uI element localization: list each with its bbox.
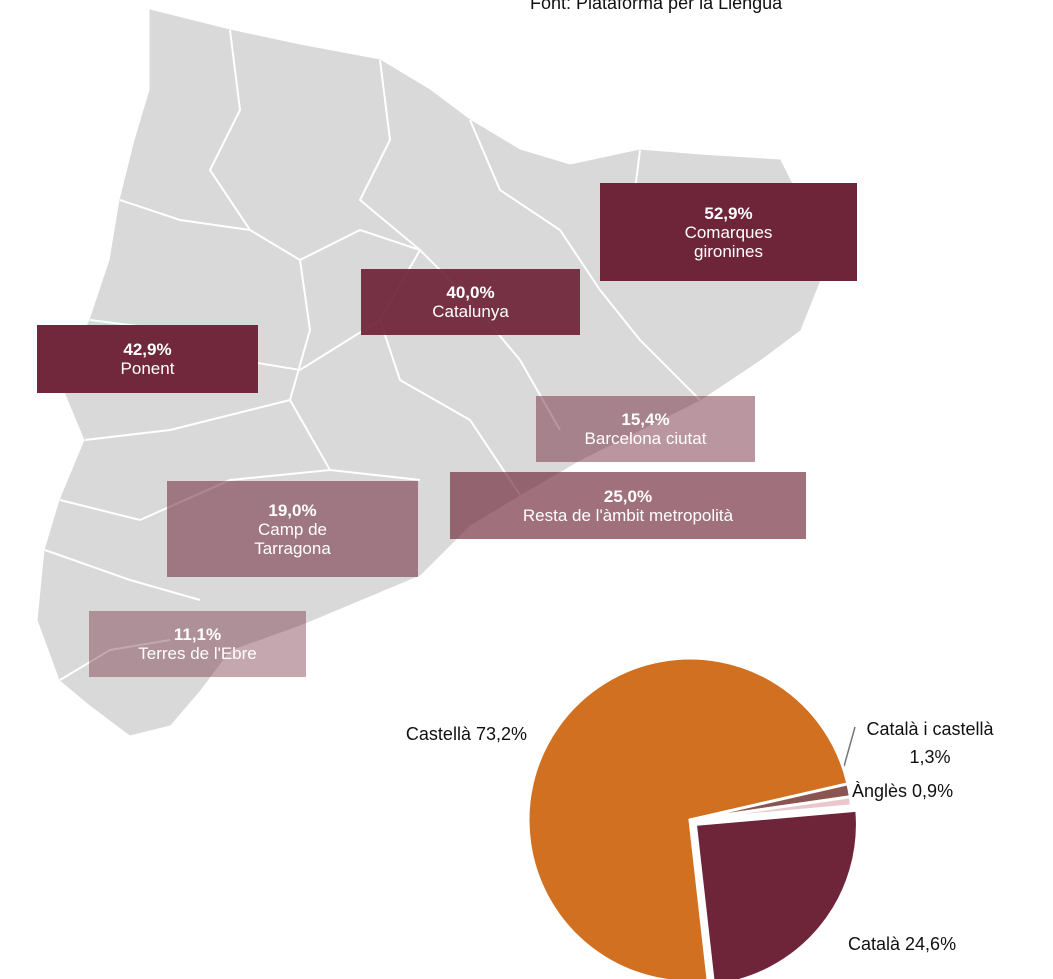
pie-slice — [689, 795, 854, 822]
pie-category-label: Castellà — [406, 724, 472, 744]
region-label-box: 15,4% Barcelona ciutat — [536, 396, 755, 462]
region-percent: 42,9% — [123, 340, 172, 359]
pie-slice — [693, 808, 859, 979]
region-percent: 52,9% — [704, 203, 753, 223]
region-name: Comarques gironines — [684, 222, 773, 261]
region-name: Terres de l'Ebre — [138, 644, 257, 663]
pie-label: Català 24,6% — [848, 934, 956, 954]
region-label-box: 40,0% Catalunya — [361, 269, 580, 335]
region-name: Ponent — [120, 359, 175, 378]
region-percent: 40,0% — [446, 283, 495, 302]
pie-value-label: 1,3% — [909, 747, 950, 767]
region-percent: 19,0% — [268, 500, 317, 520]
pie-value-label: 24,6% — [905, 934, 956, 954]
region-label-box: 52,9% Comarques gironines — [600, 183, 857, 281]
pie-category-label: Català i castellà — [866, 719, 994, 739]
pie-category-label: Ànglès — [852, 781, 907, 801]
region-label-box: 42,9% Ponent — [37, 325, 258, 393]
region-label-box: 19,0% Camp de Tarragona — [167, 481, 418, 577]
pie-value-label: 73,2% — [476, 724, 527, 744]
region-name: Resta de l'àmbit metropolità — [522, 505, 734, 525]
region-percent: 11,1% — [173, 625, 222, 644]
region-name: Catalunya — [432, 302, 509, 321]
region-name: Barcelona ciutat — [584, 429, 707, 448]
region-label-box: 11,1% Terres de l'Ebre — [89, 611, 306, 677]
leader-lines — [842, 726, 856, 771]
pie-slice — [526, 656, 850, 979]
region-label-box: 25,0% Resta de l'àmbit metropolità — [450, 472, 806, 539]
region-percent: 25,0% — [603, 486, 653, 506]
pie-value-label: 0,9% — [912, 781, 953, 801]
pie-category-label: Català — [848, 934, 901, 954]
region-name: Camp de Tarragona — [254, 519, 331, 558]
source-note: Font: Plataforma per la Llengua — [530, 0, 783, 13]
region-percent: 15,4% — [621, 410, 670, 429]
pie-label: Ànglès 0,9% — [852, 781, 953, 801]
pie-label: Castellà 73,2% — [406, 724, 527, 744]
